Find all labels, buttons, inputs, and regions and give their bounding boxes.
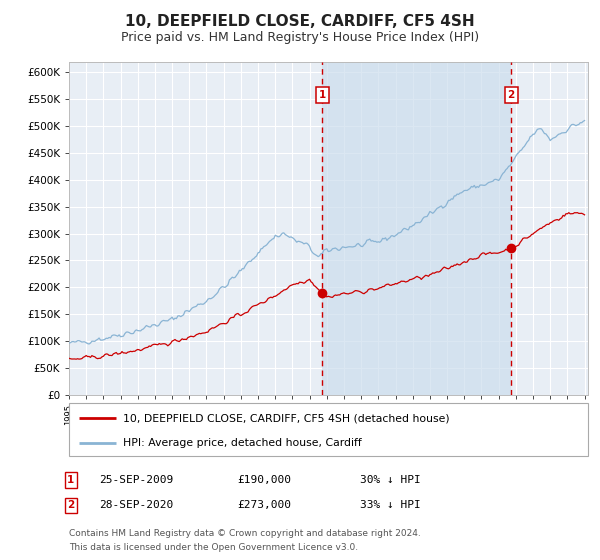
Text: This data is licensed under the Open Government Licence v3.0.: This data is licensed under the Open Gov… [69,543,358,552]
Text: 28-SEP-2020: 28-SEP-2020 [99,500,173,510]
Text: Price paid vs. HM Land Registry's House Price Index (HPI): Price paid vs. HM Land Registry's House … [121,31,479,44]
Text: 2: 2 [508,90,515,100]
Text: 10, DEEPFIELD CLOSE, CARDIFF, CF5 4SH: 10, DEEPFIELD CLOSE, CARDIFF, CF5 4SH [125,14,475,29]
Text: 33% ↓ HPI: 33% ↓ HPI [360,500,421,510]
Text: HPI: Average price, detached house, Cardiff: HPI: Average price, detached house, Card… [124,437,362,447]
Bar [322,62,511,395]
Text: 1: 1 [319,90,326,100]
Text: £190,000: £190,000 [237,475,291,485]
Text: 25-SEP-2009: 25-SEP-2009 [99,475,173,485]
Text: 30% ↓ HPI: 30% ↓ HPI [360,475,421,485]
Text: Contains HM Land Registry data © Crown copyright and database right 2024.: Contains HM Land Registry data © Crown c… [69,529,421,538]
Text: 1: 1 [67,475,74,485]
Text: 2: 2 [67,500,74,510]
Text: £273,000: £273,000 [237,500,291,510]
Text: 10, DEEPFIELD CLOSE, CARDIFF, CF5 4SH (detached house): 10, DEEPFIELD CLOSE, CARDIFF, CF5 4SH (d… [124,413,450,423]
